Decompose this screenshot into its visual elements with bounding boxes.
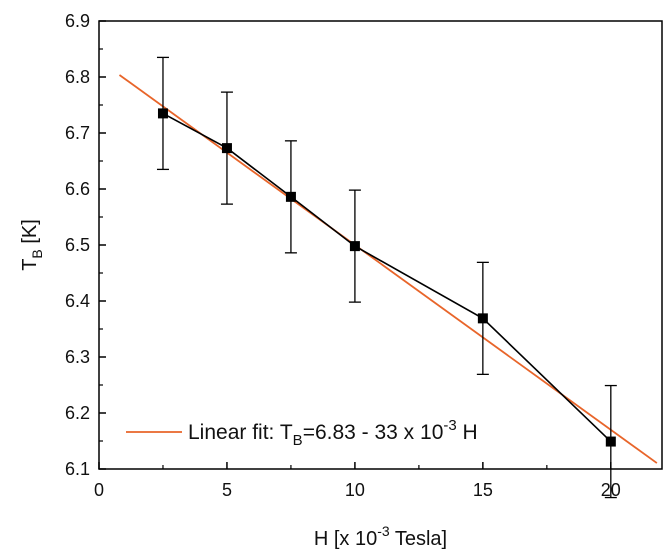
legend-prefix: Linear fit: T bbox=[188, 421, 293, 444]
x-axis-label: H [x 10-3 Tesla] bbox=[314, 523, 447, 550]
y-tick-label: 6.3 bbox=[65, 347, 90, 367]
y-tick-label: 6.5 bbox=[65, 235, 90, 255]
y-tick-label: 6.7 bbox=[65, 123, 90, 143]
y-tick-label: 6.6 bbox=[65, 179, 90, 199]
series-line bbox=[162, 112, 612, 443]
y-tick-label: 6.8 bbox=[65, 67, 90, 87]
data-point bbox=[349, 241, 360, 252]
legend-mid: =6.83 - 33 x 10 bbox=[303, 421, 444, 444]
x-tick-label: 0 bbox=[94, 480, 104, 500]
data-point bbox=[221, 143, 232, 154]
data-point bbox=[157, 108, 168, 119]
fit-line bbox=[118, 74, 658, 464]
data-layer bbox=[156, 56, 617, 499]
plot-frame bbox=[98, 20, 663, 470]
x-label-main: H [x 10 bbox=[314, 528, 377, 550]
axes bbox=[98, 20, 663, 470]
fit-layer bbox=[118, 74, 658, 464]
legend-fit-label: Linear fit: TB=6.83 - 33 x 10-3 H bbox=[188, 417, 478, 449]
legend: Linear fit: TB=6.83 - 33 x 10-3 H bbox=[126, 417, 478, 449]
y-label-sub: B bbox=[29, 249, 45, 258]
x-tick-label: 15 bbox=[473, 480, 493, 500]
y-tick-label: 6.9 bbox=[65, 11, 90, 31]
data-point bbox=[285, 191, 296, 202]
legend-sub: B bbox=[293, 432, 303, 449]
y-tick-label: 6.4 bbox=[65, 291, 90, 311]
y-label-main: T bbox=[19, 259, 41, 271]
y-axis-label: TB [K] bbox=[19, 219, 45, 271]
y-tick-label: 6.1 bbox=[65, 459, 90, 479]
y-tick-label: 6.2 bbox=[65, 403, 90, 423]
x-label-tail: Tesla] bbox=[390, 528, 447, 550]
x-tick-label: 5 bbox=[222, 480, 232, 500]
ticks: 6.16.26.36.46.56.66.76.86.90 5 10 15 20 bbox=[65, 11, 621, 500]
y-label-tail: [K] bbox=[19, 219, 41, 249]
x-tick-label: 10 bbox=[345, 480, 365, 500]
x-label-sup: -3 bbox=[377, 523, 390, 539]
legend-tail: H bbox=[457, 421, 478, 444]
data-point bbox=[605, 436, 616, 447]
legend-sup: -3 bbox=[443, 417, 456, 434]
data-point bbox=[477, 313, 488, 324]
